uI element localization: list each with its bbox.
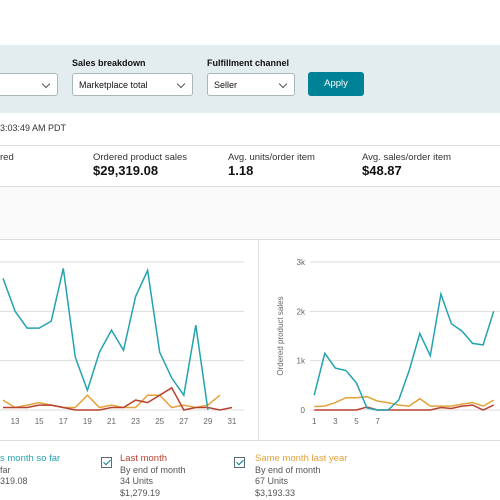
x-tick-label: 19 [83,417,92,426]
legend-text: $1,279.19 [120,487,161,498]
x-tick-label: 1 [312,417,317,426]
x-tick-label: 13 [11,417,20,426]
y-axis-label: Ordered product sales [276,296,285,375]
x-tick-label: 3 [333,417,338,426]
metric-value: 1.18 [228,163,254,178]
metric-value: $48.87 [362,163,402,178]
legend-text: 67 Units [255,476,289,486]
x-tick-label: 25 [155,417,164,426]
metric-label: Ordered product sales [93,152,187,163]
x-tick-label: 15 [35,417,44,426]
legend-text: By end of month [120,464,186,475]
metric-label: Avg. sales/order item [362,152,452,163]
timestamp: 3:03:49 AM PDT [0,123,67,133]
y-tick-label: 1k [297,357,306,366]
series-line [313,291,495,411]
label: Fulfillment channel [207,58,290,68]
legend-text: $3,193.33 [255,487,296,498]
toolbar [0,186,500,240]
y-tick-label: 2k [297,307,306,316]
label: Sales breakdown [72,58,146,68]
dropdown[interactable]: Seller [207,73,295,96]
x-tick-label: 7 [375,417,380,426]
divider [0,145,500,146]
legend-title: Last month [120,453,167,464]
x-tick-label: 23 [131,417,140,426]
apply-button[interactable]: Apply [308,72,364,96]
metric-label: Avg. units/order item [228,152,315,163]
legend-text: far [0,464,11,475]
checkbox[interactable] [101,457,112,468]
dropdown[interactable]: Marketplace total [72,73,193,96]
x-tick-label: 5 [354,417,359,426]
checkbox[interactable] [234,457,245,468]
y-tick-label: 0 [301,406,306,415]
divider [0,440,500,441]
divider [258,240,259,440]
legend-text: 319.08 [0,476,28,486]
legend-text: 34 Units [120,476,154,486]
legend-text: By end of month [255,464,321,475]
x-tick-label: 17 [59,417,68,426]
legend-title: Same month last year [255,453,348,464]
legend-title: s month so far [0,453,61,464]
metric-label: red [0,152,14,163]
y-tick-label: 3k [297,258,306,267]
x-tick-label: 29 [203,417,212,426]
legend-item: s month so far far 319.08 [0,453,60,488]
x-tick-label: 27 [179,417,188,426]
series-line [3,386,233,411]
dropdown[interactable] [0,73,58,96]
series-line [2,267,209,411]
x-tick-label: 31 [227,417,236,426]
series-line [314,395,495,408]
metric-value: $29,319.08 [93,163,159,178]
legend-item: Last month By end of month 34 Units $1,279.… [120,453,186,499]
series-line [314,404,495,411]
series-line [2,394,221,409]
legend-item: Same month last year By end of month 67 Un… [255,453,347,499]
x-tick-label: 21 [107,417,116,426]
